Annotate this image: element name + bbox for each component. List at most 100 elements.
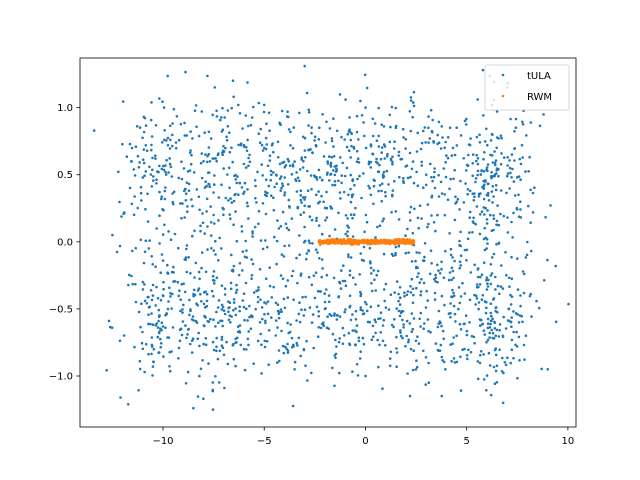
tula-point: [272, 196, 275, 200]
tula-point: [418, 251, 421, 255]
tula-point: [122, 212, 125, 215]
tula-point: [332, 117, 335, 120]
tula-point: [286, 296, 290, 299]
tula-point: [158, 214, 161, 217]
tula-point: [234, 313, 238, 317]
tula-point: [236, 175, 239, 178]
tula-point: [529, 292, 533, 296]
tula-point: [218, 349, 222, 353]
tula-point: [313, 174, 316, 177]
tula-point: [378, 343, 381, 347]
tula-point: [495, 219, 499, 223]
tula-point: [179, 327, 183, 331]
tula-point: [394, 245, 398, 249]
tula-point: [149, 173, 153, 176]
tula-point: [404, 147, 407, 150]
tula-point: [514, 312, 518, 315]
tula-point: [453, 153, 457, 157]
tula-point: [228, 314, 232, 317]
tula-point: [329, 163, 333, 167]
tula-point: [436, 213, 439, 217]
tula-point: [247, 330, 250, 333]
tula-point: [279, 274, 283, 277]
tula-point: [358, 357, 362, 360]
tula-point: [485, 278, 488, 282]
tula-point: [502, 315, 506, 319]
tula-point: [280, 109, 284, 113]
tula-point: [401, 127, 405, 131]
tula-point: [249, 327, 253, 331]
tula-point: [409, 205, 413, 209]
tula-point: [228, 213, 231, 216]
tula-point: [181, 311, 184, 314]
tula-point: [482, 114, 485, 117]
tula-point: [180, 333, 184, 337]
tula-point: [142, 161, 146, 165]
tula-point: [325, 190, 328, 194]
tula-point: [431, 118, 435, 122]
tula-point: [427, 126, 430, 130]
tula-point: [184, 256, 188, 259]
tula-point: [398, 286, 402, 289]
tula-point: [374, 289, 378, 292]
tula-point: [131, 282, 134, 286]
tula-point: [264, 190, 267, 194]
tula-point: [465, 259, 468, 262]
tula-point: [424, 356, 428, 359]
tula-point: [284, 284, 288, 288]
tula-point: [495, 242, 498, 246]
tula-point: [507, 307, 510, 311]
tula-point: [412, 181, 416, 185]
tula-point: [318, 200, 322, 204]
tula-point: [206, 154, 209, 158]
tula-point: [159, 342, 163, 345]
tula-point: [497, 137, 500, 140]
tula-point: [154, 304, 157, 307]
tula-point: [489, 274, 493, 277]
tula-point: [246, 204, 249, 208]
tula-point: [490, 328, 494, 332]
tula-point: [295, 319, 298, 322]
tula-point: [222, 309, 226, 313]
tula-point: [549, 204, 552, 207]
tula-point: [340, 181, 343, 185]
tula-point: [213, 86, 217, 89]
tula-point: [159, 345, 162, 349]
tula-point: [451, 146, 455, 150]
rwm-point: [356, 240, 359, 244]
tula-point: [496, 204, 499, 207]
tula-point: [229, 287, 233, 291]
tula-point: [485, 193, 489, 197]
tula-point: [415, 266, 418, 270]
tula-point: [222, 213, 225, 217]
tula-point: [480, 298, 484, 302]
tula-point: [185, 270, 189, 274]
tula-point: [203, 131, 206, 134]
tula-point: [412, 101, 415, 104]
tula-point: [215, 109, 218, 113]
tula-point: [466, 237, 470, 241]
tula-point: [160, 321, 164, 325]
tula-point: [381, 219, 384, 223]
tula-point: [241, 299, 245, 302]
tula-point: [384, 190, 387, 194]
tula-point: [188, 169, 192, 172]
tula-point: [291, 404, 295, 408]
tula-point: [234, 307, 237, 310]
tula-point: [350, 193, 354, 197]
tula-point: [246, 337, 250, 341]
tula-point: [242, 305, 246, 309]
tula-point: [377, 134, 381, 138]
tula-point: [136, 154, 140, 158]
tula-point: [315, 193, 318, 197]
tula-point: [402, 326, 405, 329]
tula-point: [264, 178, 268, 181]
tula-point: [453, 312, 457, 316]
tula-point: [486, 209, 489, 212]
tula-point: [506, 156, 510, 159]
tula-point: [337, 179, 340, 183]
tula-point: [275, 174, 278, 177]
tula-point: [207, 146, 211, 149]
tula-point: [286, 157, 290, 161]
tula-point: [499, 163, 503, 166]
